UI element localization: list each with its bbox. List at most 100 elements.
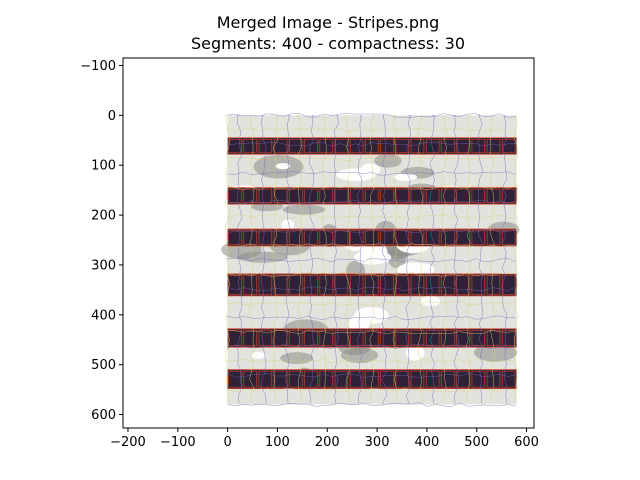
- band-cell: [365, 188, 379, 203]
- band-cell: [273, 329, 288, 347]
- band-cell: [456, 138, 470, 154]
- superpixel-boundary: [227, 228, 516, 233]
- band-cell: [502, 275, 516, 295]
- band-cell: [486, 275, 501, 295]
- x-tick-label: 200: [315, 435, 340, 450]
- superpixel-boundary: [227, 402, 516, 407]
- band-cell: [334, 230, 349, 245]
- band-cell: [304, 329, 318, 347]
- white-region: [354, 250, 392, 265]
- superpixel-boundary: [405, 115, 411, 404]
- y-tick-label: 200: [91, 209, 116, 224]
- superpixel-boundary: [249, 115, 255, 404]
- figure-title-line2: Segments: 400 - compactness: 30: [191, 34, 465, 53]
- superpixel-boundary: [369, 115, 375, 404]
- band-cell: [228, 275, 242, 295]
- band-cell: [289, 370, 303, 388]
- superpixel-boundary: [227, 330, 516, 335]
- band-cell: [456, 329, 470, 347]
- band-cell: [319, 329, 333, 347]
- superpixel-boundary: [227, 388, 516, 393]
- band-cell: [334, 138, 349, 154]
- band-cell: [349, 188, 364, 203]
- band-cell: [258, 275, 273, 295]
- superpixel-boundary: [227, 344, 516, 349]
- band-cell: [365, 329, 379, 347]
- band-cell: [410, 329, 425, 347]
- band-cell: [334, 329, 349, 347]
- x-tick-label: −200: [110, 435, 146, 450]
- band-cell: [304, 370, 318, 388]
- superpixel-boundary: [227, 127, 516, 132]
- superpixel-boundary: [237, 115, 243, 404]
- axes-frame: [122, 57, 535, 429]
- superpixel-boundary: [260, 115, 267, 404]
- band-cell: [319, 188, 333, 203]
- band-cell: [349, 275, 364, 295]
- band-cell: [426, 230, 440, 245]
- band-cell: [410, 138, 425, 154]
- band-cell: [334, 275, 349, 295]
- segmentation-image: [221, 113, 520, 407]
- superpixel-boundary: [465, 115, 471, 404]
- band-cell: [410, 275, 425, 295]
- superpixel-boundary: [501, 115, 508, 404]
- band-cell: [441, 370, 455, 388]
- superpixel-boundary: [227, 171, 516, 176]
- band-cell: [426, 329, 440, 347]
- band-cell: [349, 329, 364, 347]
- superpixel-boundary: [333, 115, 339, 404]
- band-cell: [228, 329, 242, 347]
- x-axis: −200 −100 0 100 200 300 400 500 600: [110, 428, 539, 450]
- gray-region: [374, 153, 402, 168]
- band-cell: [441, 188, 455, 203]
- band-cell: [502, 188, 516, 203]
- y-tick-label: 400: [91, 308, 116, 323]
- superpixel-boundary: [227, 156, 516, 161]
- superpixel-boundary: [477, 115, 484, 404]
- band-cell: [502, 230, 516, 245]
- superpixel-boundary: [429, 115, 435, 404]
- band-cell: [289, 329, 303, 347]
- y-tick-label: 300: [91, 258, 116, 273]
- y-tick-label: 100: [91, 159, 116, 174]
- y-tick-label: 0: [108, 109, 116, 124]
- superpixel-boundary: [321, 115, 327, 404]
- superpixel-boundary: [285, 115, 291, 404]
- band-cell: [349, 230, 364, 245]
- x-tick-label: 0: [223, 435, 231, 450]
- band-cell: [365, 230, 379, 245]
- band-cell: [243, 138, 257, 154]
- superpixel-boundary: [489, 115, 496, 404]
- band-cell: [502, 138, 516, 154]
- band-cell: [273, 230, 288, 245]
- band-cell: [486, 138, 501, 154]
- band-cell: [273, 275, 288, 295]
- band-cell: [365, 275, 379, 295]
- band-cell: [410, 188, 425, 203]
- figure-title-line1: Merged Image - Stripes.png: [217, 13, 440, 32]
- superpixel-boundary: [357, 115, 363, 404]
- band-cell: [243, 275, 257, 295]
- band-cell: [349, 138, 364, 154]
- gray-region: [340, 347, 379, 364]
- white-region: [396, 262, 435, 277]
- y-tick-label: −100: [80, 59, 116, 74]
- superpixel-boundary: [224, 115, 231, 404]
- band-cell: [441, 230, 455, 245]
- superpixel-boundary: [227, 243, 516, 248]
- band-cell: [319, 370, 333, 388]
- band-cell: [380, 275, 394, 295]
- band-cell: [395, 275, 409, 295]
- superpixel-boundary: [227, 214, 516, 219]
- superpixel-boundary: [417, 115, 423, 404]
- band-cell: [304, 188, 318, 203]
- superpixel-boundary: [227, 286, 516, 292]
- band-cell: [502, 370, 516, 388]
- white-region: [354, 306, 389, 324]
- band-cell: [228, 230, 242, 245]
- superpixel-boundary: [227, 315, 516, 321]
- band-cell: [380, 370, 394, 388]
- x-tick-label: −100: [160, 435, 196, 450]
- band-cell: [380, 230, 394, 245]
